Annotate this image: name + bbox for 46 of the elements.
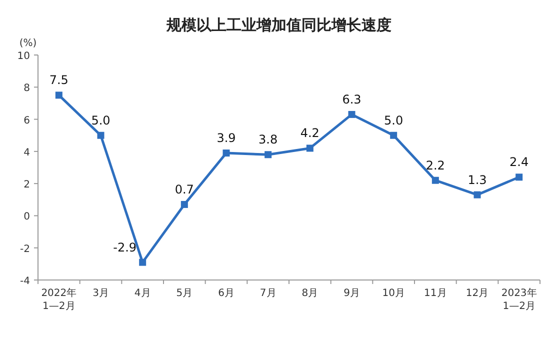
data-label: 4.2	[300, 126, 320, 140]
x-tick-label: 2023年 1—2月	[501, 287, 537, 312]
data-label: 3.8	[258, 132, 278, 147]
point	[180, 200, 188, 208]
point	[139, 258, 146, 266]
y-tick-label: 0	[24, 212, 30, 223]
x-tick-label: 11月	[424, 288, 447, 299]
x-tick-label: 6月	[218, 288, 234, 299]
x-tick-label: 3月	[92, 288, 109, 299]
data-label: 5.0	[384, 113, 404, 128]
data-label: 7.5	[49, 73, 68, 88]
point	[306, 144, 314, 152]
data-label: 0.7	[174, 182, 194, 196]
point	[348, 110, 356, 118]
point	[390, 132, 398, 139]
x-tick-label: 7月	[260, 288, 276, 299]
data-label: -2.9	[113, 240, 137, 254]
y-tick-label: 10	[17, 51, 30, 62]
x-tick-label: 5月	[176, 288, 193, 299]
y-tick-label: 8	[24, 83, 30, 94]
data-label: 2.2	[426, 158, 445, 172]
x-tick-label: 8月	[302, 288, 318, 299]
x-tick-label: 12月	[466, 288, 489, 299]
data-label: 3.9	[216, 131, 236, 146]
point	[222, 150, 230, 157]
data-label: 2.4	[510, 155, 529, 170]
data-label: 5.0	[91, 113, 110, 128]
point	[264, 151, 272, 158]
point	[55, 92, 62, 99]
y-tick-label: 4	[24, 147, 30, 158]
data-label: 1.3	[468, 172, 487, 187]
y-tick-label: -4	[20, 276, 30, 287]
point	[432, 176, 439, 184]
point	[516, 174, 523, 181]
y-tick-label: 6	[24, 115, 30, 126]
x-tick-label: 10月	[382, 288, 405, 299]
data-label: 6.3	[342, 92, 362, 106]
x-tick-label: 2022年 1—2月	[41, 287, 77, 312]
y-axis-title: (%)	[19, 38, 37, 49]
x-tick-label: 4月	[134, 288, 151, 299]
chart-title: 规模以上工业增加值同比增长速度	[166, 16, 392, 34]
y-tick-label: 2	[24, 180, 30, 191]
y-tick-label: -2	[20, 244, 30, 255]
x-tick-label: 9月	[344, 288, 360, 299]
point	[474, 191, 481, 198]
point	[97, 132, 104, 139]
